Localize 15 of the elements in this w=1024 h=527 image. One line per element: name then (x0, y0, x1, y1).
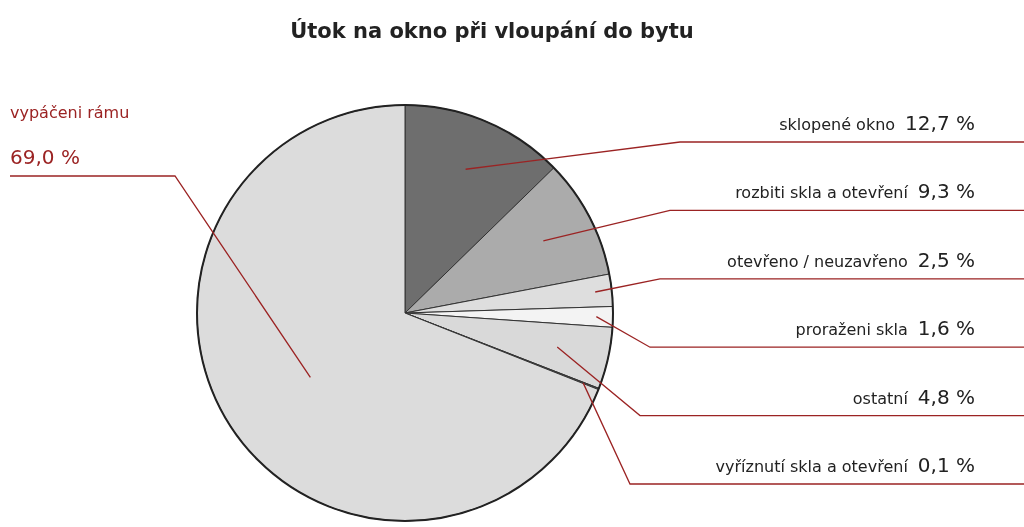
slice-label: sklopené okno (779, 115, 896, 134)
slice-label: otevřeno / neuzavřeno (727, 251, 908, 271)
data-label: 9,3 % (917, 179, 975, 204)
data-label: 4,8 % (917, 384, 975, 409)
data-label: 2,5 % (917, 247, 975, 272)
data-label: 69,0 % (10, 145, 80, 169)
slice-label: vyříznutí skla a otevření (715, 457, 909, 476)
slice-label: proraženi skla (795, 320, 908, 340)
chart-title: Útok na okno při vloupání do bytu (290, 18, 694, 43)
slice-label: ostatní (852, 388, 909, 408)
data-label: 0,1 % (917, 453, 975, 477)
data-label: 1,6 % (917, 316, 975, 341)
slice-label: rozbiti skla a otevření (735, 183, 909, 203)
data-label: 12,7 % (905, 111, 975, 135)
slice-label: vypáčeni rámu (10, 103, 130, 122)
